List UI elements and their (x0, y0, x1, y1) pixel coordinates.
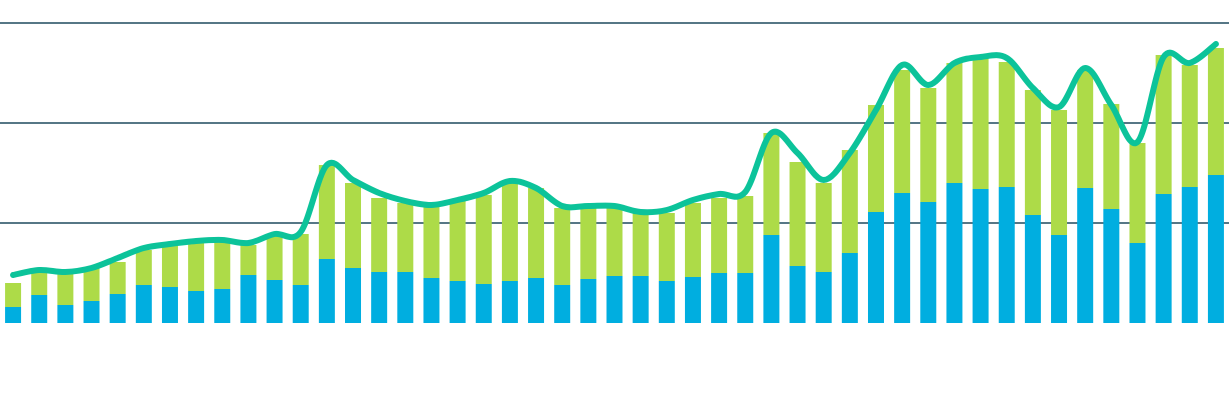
bar-segment (528, 188, 545, 278)
bar-segment (554, 208, 571, 285)
bar-segment (658, 281, 675, 323)
bar-segment (449, 281, 466, 323)
bar-segment (867, 105, 884, 212)
bar-segment (972, 189, 989, 323)
bar-segment (83, 301, 100, 323)
bar-segment (658, 213, 675, 281)
bar-segment (632, 213, 649, 276)
bar-segment (266, 280, 283, 323)
bar-segment (501, 183, 518, 281)
bar-segment (763, 235, 780, 323)
bar-segment (423, 278, 440, 323)
bar-segment (580, 279, 597, 323)
bar-segment (345, 183, 362, 268)
bar-segment (397, 203, 414, 272)
bar-segment (318, 259, 335, 323)
bar-segment (1051, 235, 1068, 323)
bar-segment (841, 150, 858, 253)
bar-segment (998, 62, 1015, 187)
bar-segment (240, 245, 257, 275)
bar-segment (135, 250, 152, 285)
bar-segment (711, 273, 728, 323)
bar-segment (737, 273, 754, 323)
bar-segment (5, 307, 22, 323)
bar-segment (31, 272, 48, 295)
bar-segment (580, 208, 597, 279)
bar-segment (292, 285, 309, 323)
bar-segment (1103, 104, 1120, 209)
bar-segment (161, 287, 178, 323)
bar-segment (972, 58, 989, 189)
bar-segment (1129, 143, 1146, 243)
bar-segment (920, 88, 937, 202)
bar-segment (214, 289, 231, 323)
bar-segment (318, 165, 335, 259)
bar-segment (841, 253, 858, 323)
bar-segment (1207, 175, 1224, 323)
bar-segment (475, 195, 492, 284)
bar-segment (371, 198, 388, 272)
bar-segment (946, 183, 963, 323)
bar-segment (1051, 110, 1068, 235)
bar-segment (632, 276, 649, 323)
bar-segment (711, 198, 728, 273)
bar-segment (449, 200, 466, 281)
bar-segment (31, 295, 48, 323)
bar-segment (528, 278, 545, 323)
bar-segment (5, 283, 22, 307)
bar-segment (1077, 188, 1094, 323)
bar-segment (292, 234, 309, 285)
bar-segment (763, 133, 780, 235)
bar-segment (684, 277, 701, 323)
bar-segment (998, 187, 1015, 323)
bar-segment (920, 202, 937, 323)
bar-segment (345, 268, 362, 323)
bar-segment (894, 193, 911, 323)
bar-segment (1181, 65, 1198, 187)
bar-segment (1024, 90, 1041, 215)
bar-segment (789, 162, 806, 266)
bar-segment (1024, 215, 1041, 323)
bar-segment (946, 63, 963, 183)
bar-segment (109, 294, 126, 323)
bar-segment (1207, 48, 1224, 175)
bar-segment (161, 246, 178, 287)
bar-segment (894, 70, 911, 193)
bar-segment (606, 276, 623, 323)
bar-segment (188, 291, 205, 323)
bar-segment (266, 235, 283, 280)
bar-segment (57, 305, 74, 323)
bar-segment (188, 242, 205, 291)
bar-segment (371, 272, 388, 323)
bar-segment (1077, 70, 1094, 188)
bar-segment (109, 262, 126, 294)
bar-segment (423, 206, 440, 278)
bar-segment (815, 272, 832, 323)
bar-segment (1129, 243, 1146, 323)
bar-segment (475, 284, 492, 323)
bar-segment (737, 196, 754, 273)
bar-segment (815, 183, 832, 272)
bar-segment (83, 268, 100, 301)
bar-segment (397, 272, 414, 323)
bar-segment (57, 274, 74, 305)
bar-segment (1181, 187, 1198, 323)
bar-segment (789, 266, 806, 323)
bar-segment (1155, 55, 1172, 194)
bar-segment (1103, 209, 1120, 323)
bar-segment (501, 281, 518, 323)
bar-segment (606, 208, 623, 276)
line (10, 41, 1219, 278)
bar-segment (684, 203, 701, 277)
bar-segment (135, 285, 152, 323)
bar-segment (867, 212, 884, 323)
bar-segment (214, 240, 231, 289)
bar-segment (1155, 194, 1172, 323)
bar-segment (554, 285, 571, 323)
bar-segment (240, 275, 257, 323)
